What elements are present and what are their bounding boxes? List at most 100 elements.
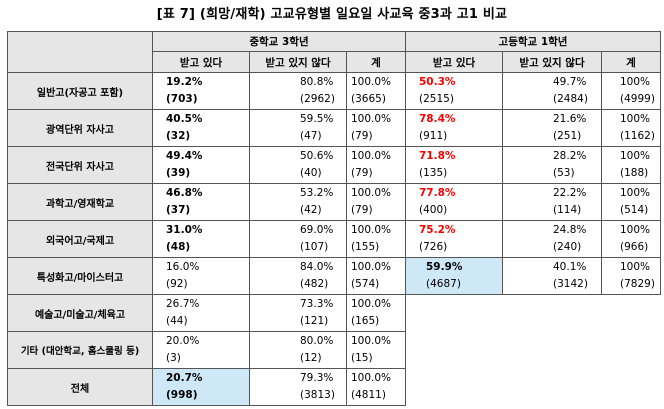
m-yes-count: (48) xyxy=(166,241,191,253)
h-yes-pct: 59.9% xyxy=(426,261,463,273)
h-total-cell: 100% (966) xyxy=(601,220,661,258)
h-total-count: (4999) xyxy=(620,93,655,105)
m-yes-pct: 31.0% xyxy=(166,224,203,236)
m-total-pct: 100.0% xyxy=(351,113,392,125)
m-no-count: (2962) xyxy=(300,93,335,105)
table-title: [표 7] (희망/재학) 고교유형별 일요일 사교육 중3과 고1 비교 xyxy=(156,7,508,22)
subheader-m-total: 계 xyxy=(346,51,406,73)
m-yes-pct: 40.5% xyxy=(166,113,203,125)
m-total-count: (79) xyxy=(351,130,373,142)
table-row: 일반고(자공고 포함) 19.2% (703) 80.8% (2962) 100.0… xyxy=(7,72,661,110)
subheader-h-total: 계 xyxy=(601,51,661,73)
h-no-cell: 22.2% (114) xyxy=(502,183,602,221)
m-no-cell: 79.3% (3813) xyxy=(249,368,347,406)
h-yes-pct: 78.4% xyxy=(419,113,456,125)
m-no-count: (121) xyxy=(300,315,329,327)
empty-area xyxy=(405,331,661,369)
m-total-cell: 100.0% (15) xyxy=(346,331,406,369)
h-no-count: (3142) xyxy=(553,278,588,290)
table-row: 특성화고/마이스터고 16.0% (92) 84.0% (482) 100.0% (5… xyxy=(7,257,661,295)
row-label: 일반고(자공고 포함) xyxy=(7,72,153,110)
row-label: 기타 (대안학교, 홈스쿨링 등) xyxy=(7,331,153,369)
group-header-row: 중학교 3학년 고등학교 1학년 xyxy=(7,31,661,73)
m-yes-cell: 49.4% (39) xyxy=(152,146,250,184)
h-no-count: (251) xyxy=(553,130,582,142)
h-no-pct: 21.6% xyxy=(553,113,587,125)
h-no-pct: 49.7% xyxy=(553,76,587,88)
m-yes-count: (703) xyxy=(166,93,198,105)
h-yes-cell: 50.3% (2515) xyxy=(405,72,503,110)
row-label: 광역단위 자사고 xyxy=(7,109,153,147)
m-total-cell: 100.0% (3665) xyxy=(346,72,406,110)
table-row: 예술고/미술고/체육고 26.7% (44) 73.3% (121) 100.0% (… xyxy=(7,294,661,332)
group-header-middle: 중학교 3학년 xyxy=(152,31,406,52)
h-no-count: (53) xyxy=(553,167,575,179)
m-no-pct: 79.3% xyxy=(300,372,334,384)
m-yes-count: (3) xyxy=(166,352,181,364)
h-total-cell: 100% (188) xyxy=(601,146,661,184)
table-row: 광역단위 자사고 40.5% (32) 59.5% (47) 100.0% (79) … xyxy=(7,109,661,147)
m-total-pct: 100.0% xyxy=(351,335,392,347)
h-total-cell: 100% (4999) xyxy=(601,72,661,110)
table-row: 기타 (대안학교, 홈스쿨링 등) 20.0% (3) 80.0% (12) 100… xyxy=(7,331,661,369)
m-yes-cell: 16.0% (92) xyxy=(152,257,250,295)
table-row: 과학고/영재학교 46.8% (37) 53.2% (42) 100.0% (79) … xyxy=(7,183,661,221)
h-total-cell: 100% (7829) xyxy=(601,257,661,295)
m-yes-cell: 40.5% (32) xyxy=(152,109,250,147)
m-no-count: (40) xyxy=(300,167,322,179)
h-total-pct: 100% xyxy=(620,224,651,236)
subheader-m-no: 받고 있지 않다 xyxy=(249,51,347,73)
m-yes-pct: 20.7% xyxy=(166,372,203,384)
m-total-cell: 100.0% (79) xyxy=(346,109,406,147)
m-yes-pct: 49.4% xyxy=(166,150,203,162)
subheader-m-yes: 받고 있다 xyxy=(152,51,250,73)
h-yes-pct: 71.8% xyxy=(419,150,456,162)
h-total-cell: 100% (514) xyxy=(601,183,661,221)
m-no-count: (42) xyxy=(300,204,322,216)
h-no-count: (240) xyxy=(553,241,582,253)
m-yes-pct: 16.0% xyxy=(166,261,200,273)
m-total-count: (3665) xyxy=(351,93,386,105)
m-total-cell: 100.0% (79) xyxy=(346,183,406,221)
h-total-pct: 100% xyxy=(620,150,651,162)
m-total-pct: 100.0% xyxy=(351,76,392,88)
m-yes-pct: 20.0% xyxy=(166,335,200,347)
m-total-cell: 100.0% (155) xyxy=(346,220,406,258)
m-total-pct: 100.0% xyxy=(351,187,392,199)
h-yes-cell-highlighted: 59.9% (4687) xyxy=(405,257,503,295)
corner-cell xyxy=(7,31,153,73)
subheader-h-yes: 받고 있다 xyxy=(405,51,503,73)
row-label: 전국단위 자사고 xyxy=(7,146,153,184)
m-no-count: (12) xyxy=(300,352,322,364)
h-yes-cell: 71.8% (135) xyxy=(405,146,503,184)
m-total-count: (574) xyxy=(351,278,380,290)
m-no-count: (107) xyxy=(300,241,329,253)
m-total-count: (165) xyxy=(351,315,380,327)
h-yes-pct: 77.8% xyxy=(419,187,456,199)
m-no-cell: 53.2% (42) xyxy=(249,183,347,221)
row-label: 예술고/미술고/체육고 xyxy=(7,294,153,332)
h-total-count: (188) xyxy=(620,167,649,179)
m-total-pct: 100.0% xyxy=(351,298,392,310)
h-yes-cell: 77.8% (400) xyxy=(405,183,503,221)
h-yes-pct: 75.2% xyxy=(419,224,456,236)
h-no-cell: 21.6% (251) xyxy=(502,109,602,147)
m-no-cell: 84.0% (482) xyxy=(249,257,347,295)
m-yes-cell: 19.2% (703) xyxy=(152,72,250,110)
m-total-count: (15) xyxy=(351,352,373,364)
h-yes-count: (400) xyxy=(419,204,448,216)
m-no-cell: 69.0% (107) xyxy=(249,220,347,258)
sub-header-row: 받고 있다 받고 있지 않다 계 받고 있다 받고 있지 않다 계 xyxy=(8,51,661,73)
m-total-cell: 100.0% (574) xyxy=(346,257,406,295)
m-yes-pct: 19.2% xyxy=(166,76,203,88)
h-yes-count: (911) xyxy=(419,130,448,142)
m-yes-cell: 31.0% (48) xyxy=(152,220,250,258)
m-total-count: (155) xyxy=(351,241,380,253)
row-label: 전체 xyxy=(7,368,153,406)
m-total-cell: 100.0% (79) xyxy=(346,146,406,184)
m-no-count: (482) xyxy=(300,278,329,290)
h-no-pct: 28.2% xyxy=(553,150,587,162)
m-no-cell: 73.3% (121) xyxy=(249,294,347,332)
m-no-pct: 53.2% xyxy=(300,187,334,199)
m-total-count: (79) xyxy=(351,167,373,179)
